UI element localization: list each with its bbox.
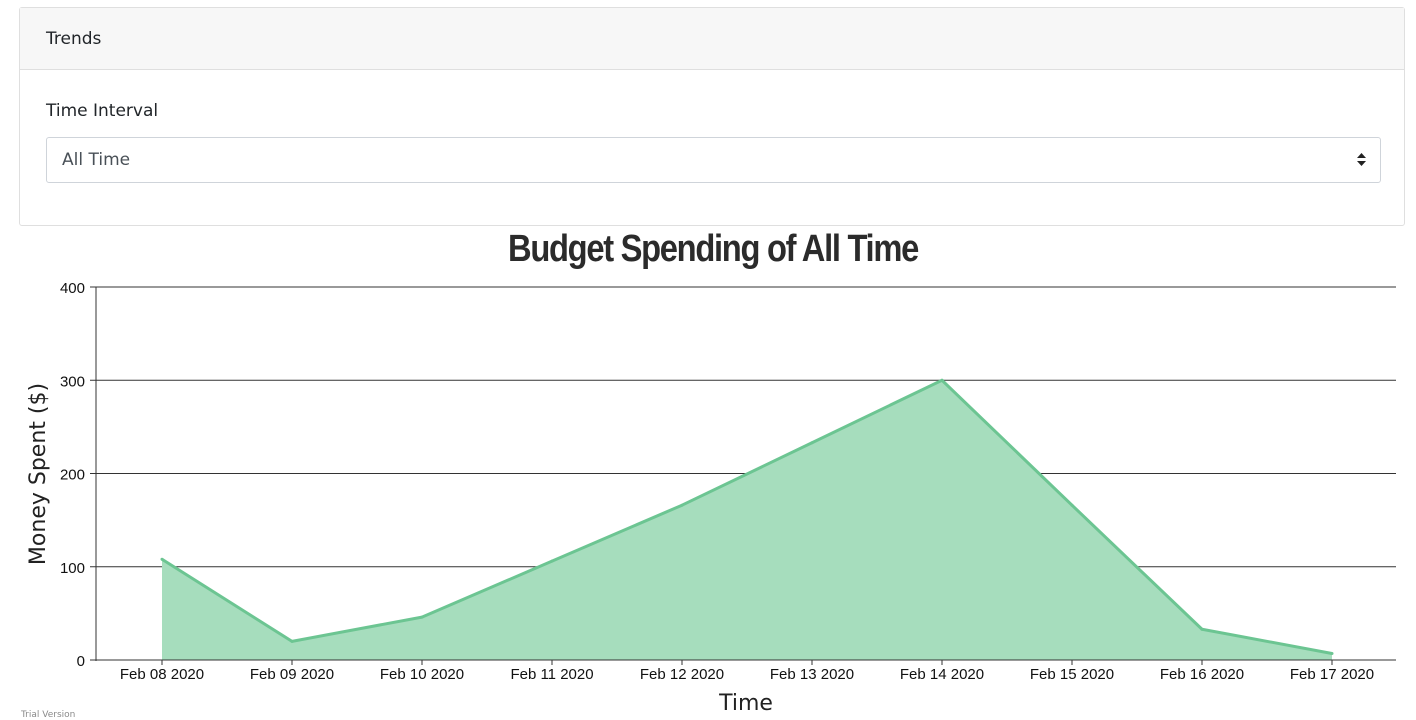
data-point: [420, 615, 424, 619]
x-tick-label: Feb 10 2020: [380, 666, 464, 683]
data-point: [810, 441, 814, 445]
x-tick-label: Feb 13 2020: [770, 666, 854, 683]
data-point: [680, 503, 684, 507]
time-interval-select[interactable]: All Time: [46, 137, 1381, 183]
x-tick-label: Feb 12 2020: [640, 666, 724, 683]
y-tick-label: 100: [60, 560, 85, 577]
x-tick-label: Feb 16 2020: [1160, 666, 1244, 683]
trends-card: Trends Time Interval All Time: [19, 7, 1405, 226]
data-point: [550, 559, 554, 563]
y-tick-label: 0: [77, 653, 85, 670]
data-point: [290, 639, 294, 643]
x-axis-title: Time: [718, 691, 773, 716]
data-point: [1330, 651, 1334, 655]
series-area: [162, 380, 1332, 660]
time-interval-value: All Time: [62, 150, 131, 170]
y-tick-label: 200: [60, 467, 85, 484]
y-tick-label: 300: [60, 373, 85, 390]
select-caret-icon: [1357, 152, 1366, 168]
card-body: Time Interval All Time: [20, 70, 1404, 183]
x-tick-label: Feb 11 2020: [510, 666, 593, 683]
time-interval-label: Time Interval: [46, 101, 159, 121]
data-point: [1070, 503, 1074, 507]
data-point: [1200, 627, 1204, 631]
x-tick-label: Feb 15 2020: [1030, 666, 1114, 683]
card-header: Trends: [20, 8, 1404, 70]
y-tick-label: 400: [60, 280, 85, 297]
card-title: Trends: [46, 28, 102, 49]
data-point: [940, 378, 944, 382]
x-tick-label: Feb 09 2020: [250, 666, 334, 683]
chart-title: Budget Spending of All Time: [508, 228, 919, 270]
trial-version-note: Trial Version: [21, 710, 76, 720]
data-point: [160, 557, 164, 561]
series-line: [161, 378, 1333, 655]
x-tick-label: Feb 17 2020: [1290, 666, 1374, 683]
x-tick-label: Feb 08 2020: [120, 666, 204, 683]
x-tick-label: Feb 14 2020: [900, 666, 984, 683]
y-axis-title: Money Spent ($): [26, 383, 51, 565]
